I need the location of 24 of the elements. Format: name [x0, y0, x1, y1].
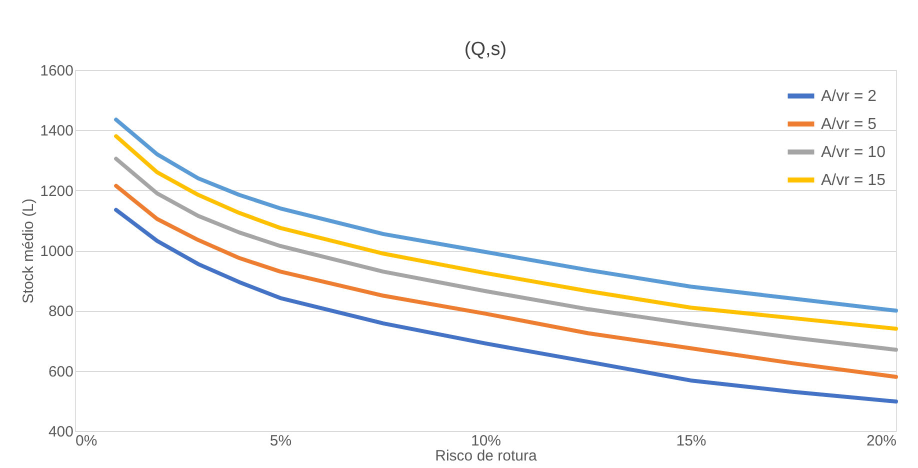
- x-tick-label: 0%: [76, 432, 98, 450]
- x-tick-label: 10%: [470, 432, 502, 450]
- y-tick-label: 1000: [40, 243, 74, 260]
- legend-label: A/vr = 15: [821, 172, 886, 189]
- y-tick-label: 1600: [40, 62, 74, 80]
- line-series: [114, 118, 898, 313]
- x-tick-label: 20%: [866, 432, 896, 450]
- y-tick-label: 400: [48, 424, 74, 440]
- legend-label: A/vr = 10: [821, 144, 886, 161]
- y-tick-label: 800: [48, 303, 74, 320]
- x-tick-label: 5%: [270, 432, 292, 450]
- y-axis-title: Stock médio (L): [20, 198, 38, 304]
- line-series: [114, 156, 898, 352]
- line-series: [114, 208, 898, 404]
- legend-label: A/vr = 2: [821, 88, 877, 105]
- y-tick-label: 1400: [40, 122, 74, 140]
- x-axis-title: Risco de rotura: [435, 448, 538, 464]
- legend-label: A/vr = 5: [821, 116, 877, 133]
- chart-title: (Q,s): [464, 39, 507, 60]
- x-tick-label: 15%: [676, 432, 706, 450]
- line-series: [114, 134, 898, 331]
- y-tick-label: 1200: [40, 182, 74, 200]
- y-tick-label: 600: [48, 363, 74, 380]
- line-series: [114, 184, 898, 379]
